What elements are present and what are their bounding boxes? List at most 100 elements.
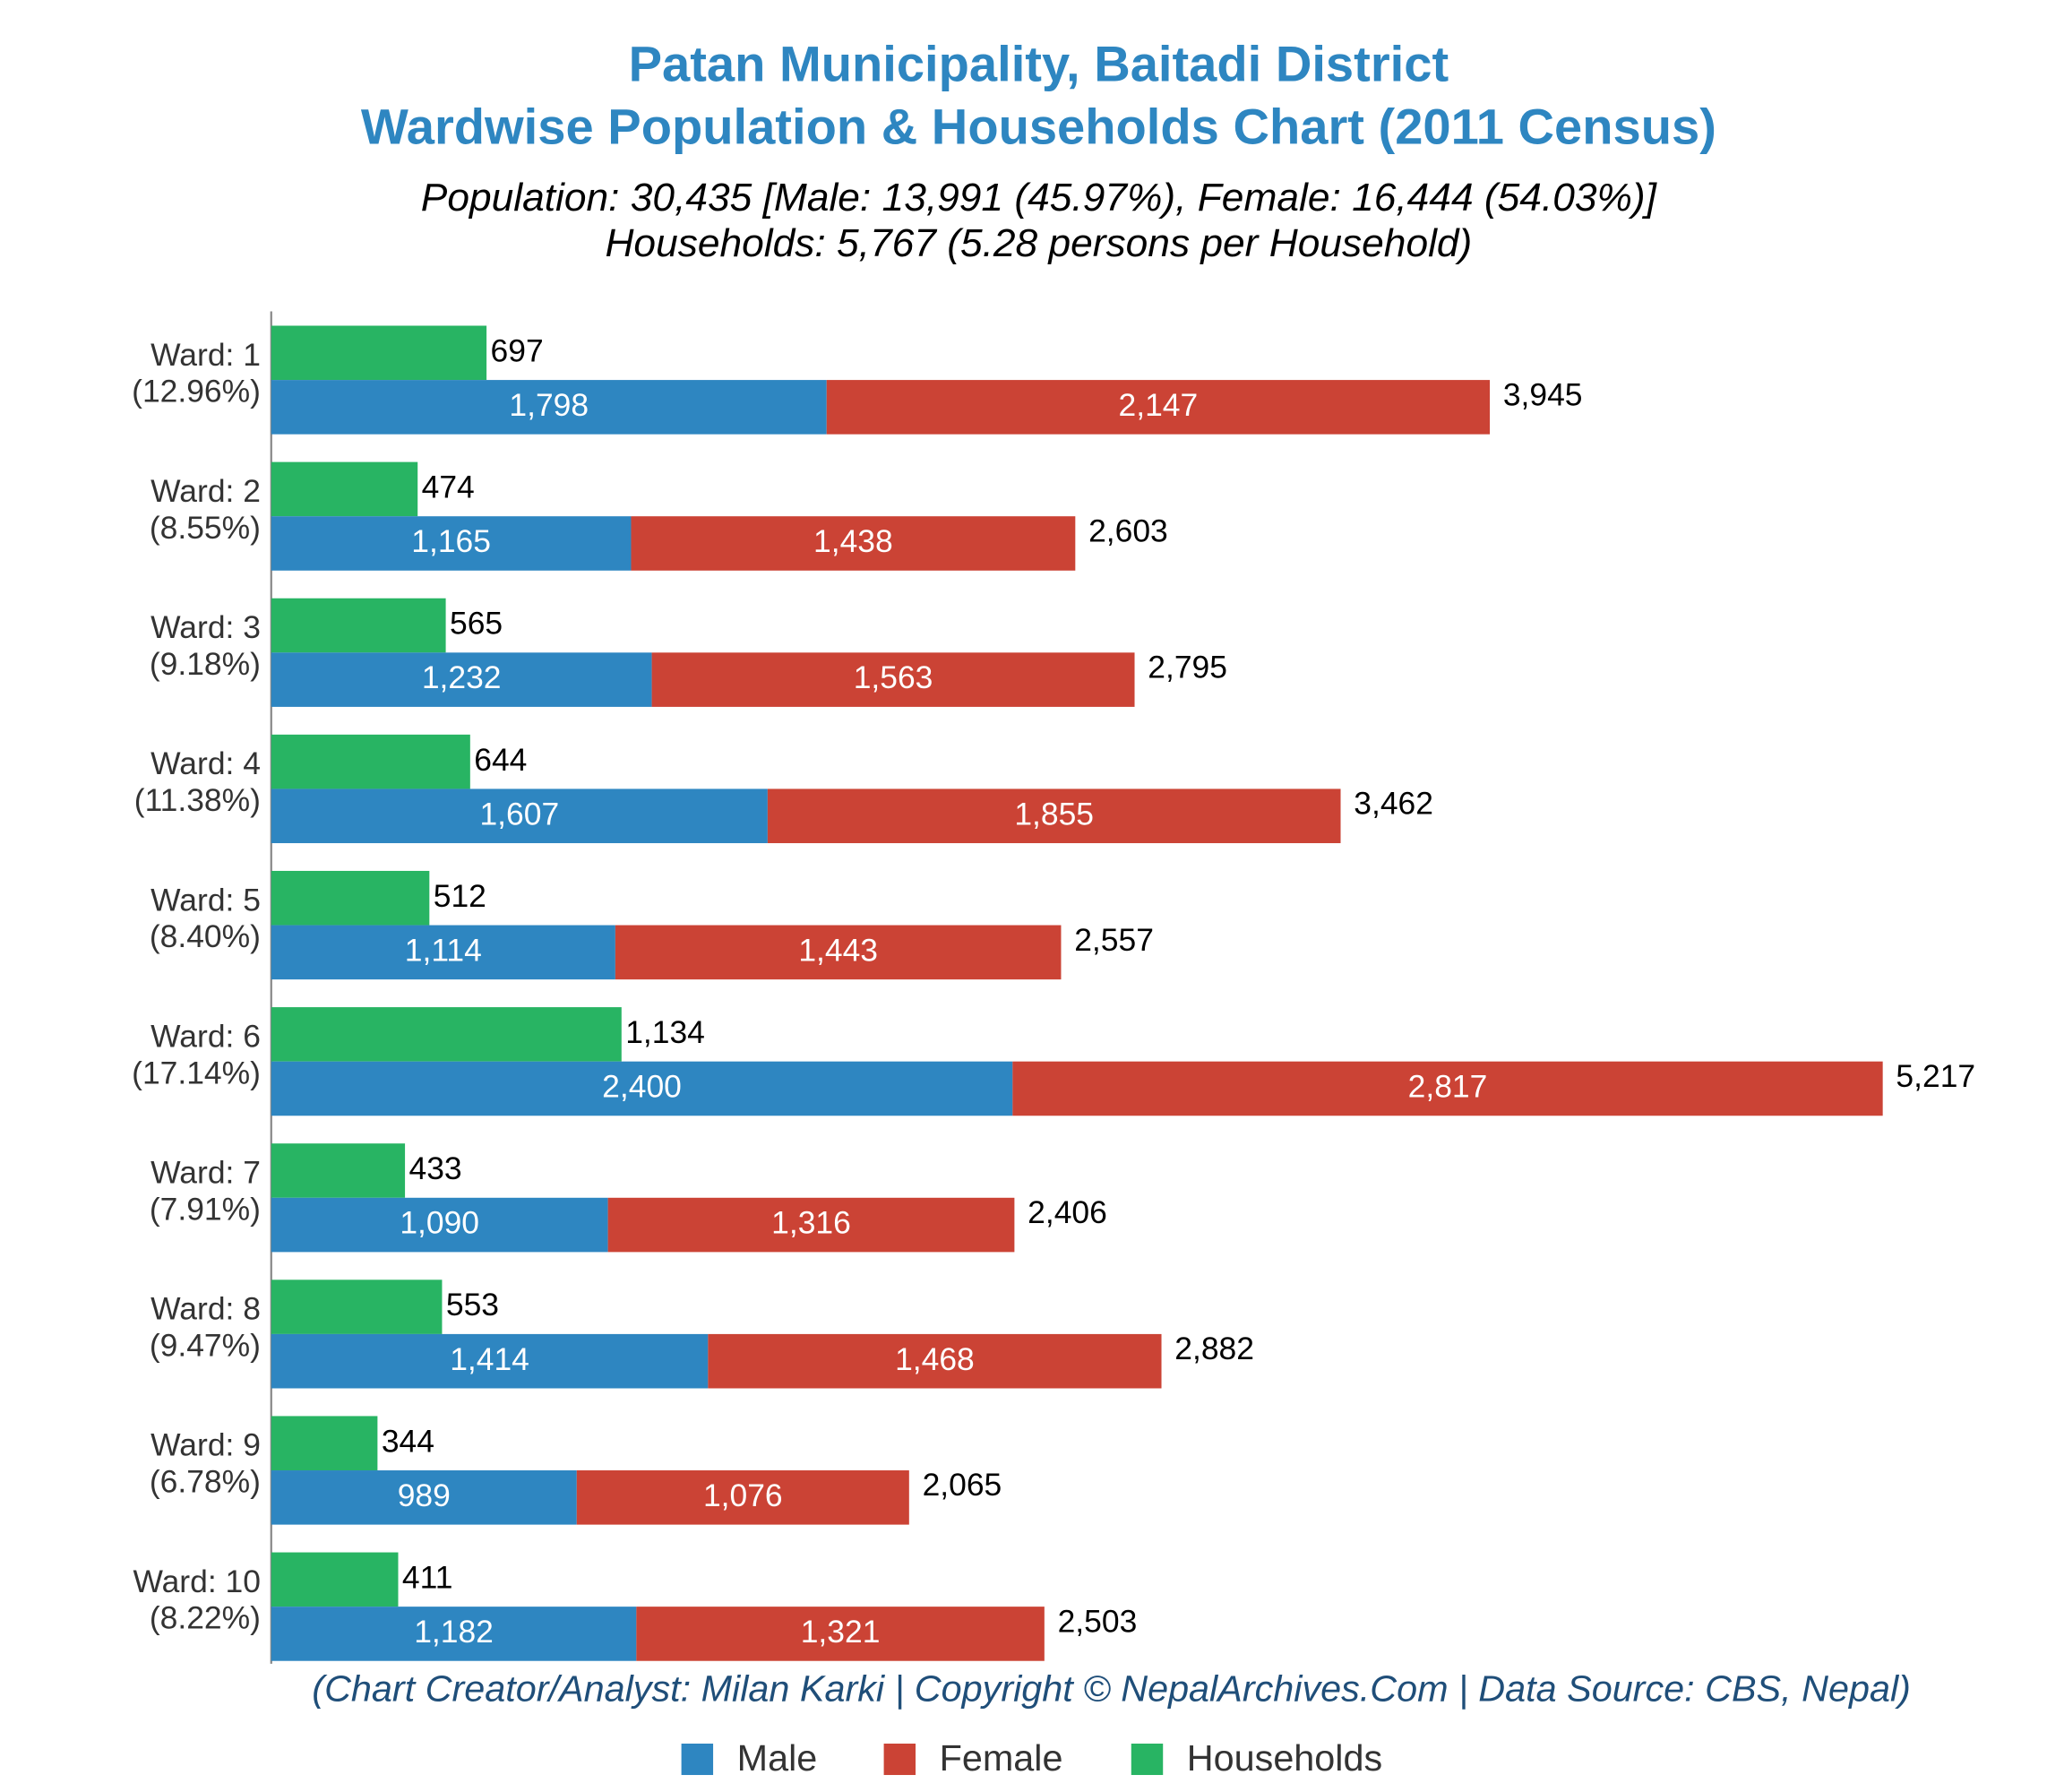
- y-tick-label: Ward: 3: [150, 610, 261, 645]
- population-bar: [826, 380, 1491, 435]
- value-label: 1,414: [450, 1342, 529, 1377]
- value-label: 1,232: [422, 660, 502, 695]
- value-label: 433: [409, 1151, 462, 1186]
- value-label: 1,165: [411, 524, 491, 559]
- total-label: 3,462: [1354, 787, 1433, 822]
- y-tick-label: (7.91%): [150, 1193, 261, 1228]
- value-label: 411: [402, 1561, 452, 1596]
- legend-swatch: [681, 1743, 714, 1776]
- population-bar: [271, 1197, 608, 1253]
- total-label: 5,217: [1896, 1059, 1975, 1094]
- total-label: 2,065: [923, 1468, 1002, 1503]
- y-tick-label: Ward: 4: [150, 746, 261, 781]
- household-bar: [271, 1279, 443, 1334]
- population-bar: [631, 516, 1076, 571]
- y-tick-label: Ward: 1: [150, 338, 261, 373]
- household-bar: [271, 870, 430, 926]
- total-label: 2,882: [1174, 1331, 1254, 1366]
- legend-label: Male: [737, 1737, 818, 1779]
- value-label: 565: [450, 607, 503, 642]
- legend-label: Female: [940, 1737, 1063, 1779]
- value-label: 1,090: [400, 1206, 479, 1241]
- population-bar: [636, 1607, 1045, 1661]
- value-label: 1,076: [703, 1478, 783, 1513]
- household-bar: [271, 1143, 406, 1198]
- y-tick-label: (17.14%): [132, 1055, 261, 1090]
- total-label: 2,603: [1088, 514, 1168, 549]
- total-label: 2,557: [1074, 923, 1154, 958]
- y-tick-label: Ward: 2: [150, 474, 261, 509]
- y-tick-label: Ward: 8: [150, 1292, 261, 1327]
- y-tick-label: (8.22%): [150, 1601, 261, 1636]
- population-bar: [271, 1333, 709, 1389]
- value-label: 697: [491, 334, 544, 369]
- y-tick-label: Ward: 6: [150, 1020, 261, 1055]
- value-label: 1,563: [854, 660, 933, 695]
- summary-line: Households: 5,767 (5.28 persons per Hous…: [605, 221, 1472, 265]
- total-label: 2,503: [1058, 1605, 1138, 1640]
- population-bar: [651, 652, 1135, 707]
- legend-swatch: [883, 1743, 916, 1776]
- value-label: 553: [446, 1288, 499, 1322]
- value-label: 1,321: [801, 1615, 881, 1650]
- y-tick-label: Ward: 7: [150, 1156, 261, 1191]
- y-tick-label: (11.38%): [134, 783, 261, 818]
- population-bar: [271, 788, 768, 844]
- value-label: 989: [398, 1478, 451, 1513]
- household-bar: [271, 1007, 622, 1062]
- household-bar: [271, 461, 418, 517]
- population-bar: [576, 1470, 909, 1525]
- value-label: 1,607: [479, 797, 559, 832]
- value-label: 1,443: [798, 934, 878, 969]
- population-bar: [271, 380, 827, 435]
- household-bar: [271, 325, 487, 381]
- value-label: 2,147: [1119, 388, 1199, 423]
- y-tick-label: (8.55%): [150, 511, 261, 546]
- y-tick-label: (6.78%): [150, 1465, 261, 1500]
- total-label: 2,795: [1148, 650, 1227, 685]
- summary-line: Population: 30,435 [Male: 13,991 (45.97%…: [421, 176, 1658, 220]
- value-label: 1,182: [414, 1615, 494, 1650]
- value-label: 1,798: [509, 388, 589, 423]
- chart-title: Patan Municipality, Baitadi District: [629, 36, 1449, 92]
- population-bar: [1012, 1061, 1883, 1116]
- value-label: 1,316: [771, 1206, 851, 1241]
- population-bar: [271, 1470, 577, 1525]
- population-bar: [271, 925, 615, 980]
- value-label: 474: [422, 470, 475, 505]
- value-label: 1,468: [895, 1342, 975, 1377]
- y-tick-label: Ward: 10: [133, 1564, 260, 1599]
- value-label: 512: [434, 879, 486, 914]
- footnote: (Chart Creator/Analyst: Milan Karki | Co…: [312, 1668, 1911, 1710]
- value-label: 1,114: [405, 934, 482, 969]
- y-tick-label: Ward: 5: [150, 883, 261, 918]
- y-tick-label: Ward: 9: [150, 1428, 261, 1463]
- population-bar: [767, 788, 1341, 844]
- household-bar: [271, 734, 470, 789]
- y-tick-label: (9.47%): [150, 1329, 261, 1364]
- population-bar: [271, 1607, 637, 1661]
- population-bar: [615, 925, 1062, 980]
- legend-label: Households: [1187, 1737, 1382, 1779]
- value-label: 2,400: [602, 1070, 682, 1105]
- value-label: 344: [382, 1425, 434, 1460]
- population-bar: [271, 516, 632, 571]
- population-bar: [607, 1197, 1015, 1253]
- population-bar: [271, 1061, 1013, 1116]
- household-bar: [271, 1416, 378, 1471]
- y-tick-label: (8.40%): [150, 919, 261, 954]
- value-label: 1,438: [813, 524, 893, 559]
- value-label: 1,855: [1014, 797, 1094, 832]
- household-bar: [271, 598, 446, 653]
- legend-swatch: [1131, 1743, 1164, 1776]
- value-label: 2,817: [1408, 1070, 1488, 1105]
- chart-subtitle: Wardwise Population & Households Chart (…: [361, 99, 1716, 155]
- total-label: 3,945: [1503, 378, 1583, 413]
- total-label: 2,406: [1028, 1195, 1107, 1230]
- value-label: 644: [474, 743, 527, 778]
- population-bar: [271, 652, 652, 707]
- value-label: 1,134: [625, 1015, 705, 1050]
- y-tick-label: (9.18%): [150, 647, 261, 682]
- population-bar: [708, 1333, 1162, 1389]
